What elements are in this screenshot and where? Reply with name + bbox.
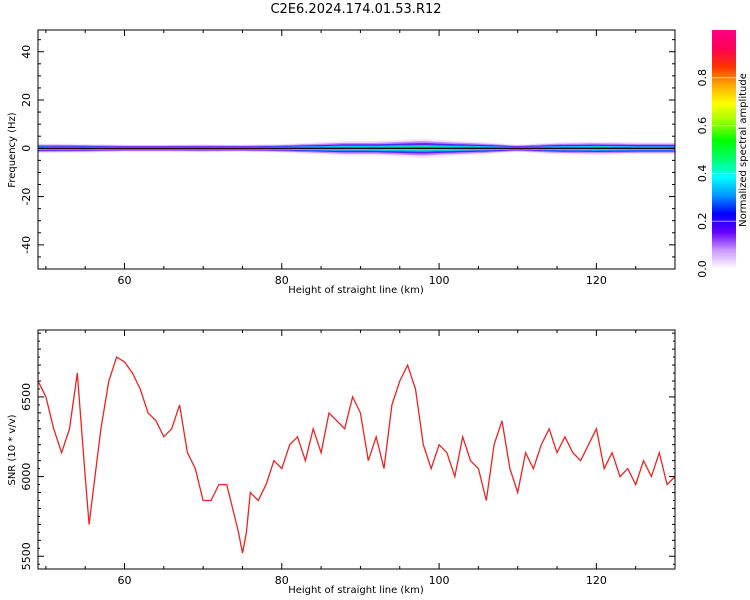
heatmap-axes: 60 80 100 120 -40 -20 0 20 40 xyxy=(20,30,676,287)
snr-axes: 60 80 100 120 5500 6000 6500 xyxy=(20,330,676,587)
snr-line xyxy=(38,356,675,554)
heatmap-y-tick-label: 20 xyxy=(20,93,33,107)
snr-y-tick-label: 5500 xyxy=(20,542,33,570)
snr-frame xyxy=(37,329,676,570)
snr-x-tick-label: 60 xyxy=(118,574,132,587)
heatmap-x-tick-label: 80 xyxy=(275,274,289,287)
heatmap-y-tick-label: 40 xyxy=(20,45,33,59)
colorbar-tick-label: 0.6 xyxy=(696,117,709,135)
heatmap-x-tick-label: 100 xyxy=(429,274,450,287)
snr-x-tick-label: 80 xyxy=(275,574,289,587)
snr-x-axis-label: Height of straight line (km) xyxy=(288,585,424,596)
colorbar-label: Normalized spectral amplitude xyxy=(738,73,749,227)
snr-line-series xyxy=(38,356,675,554)
snr-x-tick-label: 100 xyxy=(429,574,450,587)
snr-y-axis-label: SNR (10 * v/v) xyxy=(7,414,18,485)
colorbar-tick-label: 0.2 xyxy=(696,212,709,230)
heatmap-x-axis-label: Height of straight line (km) xyxy=(288,285,424,296)
figure-title: C2E6.2024.174.01.53.R12 xyxy=(270,2,442,17)
colorbar-tick-label: 0.4 xyxy=(696,165,709,183)
colorbar xyxy=(712,30,736,269)
heatmap-y-axis-label: Frequency (Hz) xyxy=(7,112,18,188)
heatmap-frame xyxy=(37,29,676,270)
colorbar-tick-label: 0.8 xyxy=(696,69,709,87)
heatmap-x-tick-label: 60 xyxy=(118,274,132,287)
snr-y-tick-label: 6000 xyxy=(20,463,33,491)
colorbar-axis: 0.0 0.2 0.4 0.6 0.8 xyxy=(696,69,736,278)
heatmap-x-tick-label: 120 xyxy=(586,274,607,287)
snr-x-tick-label: 120 xyxy=(586,574,607,587)
heatmap-y-tick-label: -20 xyxy=(20,188,33,206)
heatmap-y-tick-label: -40 xyxy=(20,236,33,254)
spectrum-heatmap xyxy=(38,138,675,158)
heatmap-y-tick-label: 0 xyxy=(20,145,33,152)
colorbar-tick-label: 0.0 xyxy=(696,260,709,278)
snr-y-tick-label: 6500 xyxy=(20,383,33,411)
